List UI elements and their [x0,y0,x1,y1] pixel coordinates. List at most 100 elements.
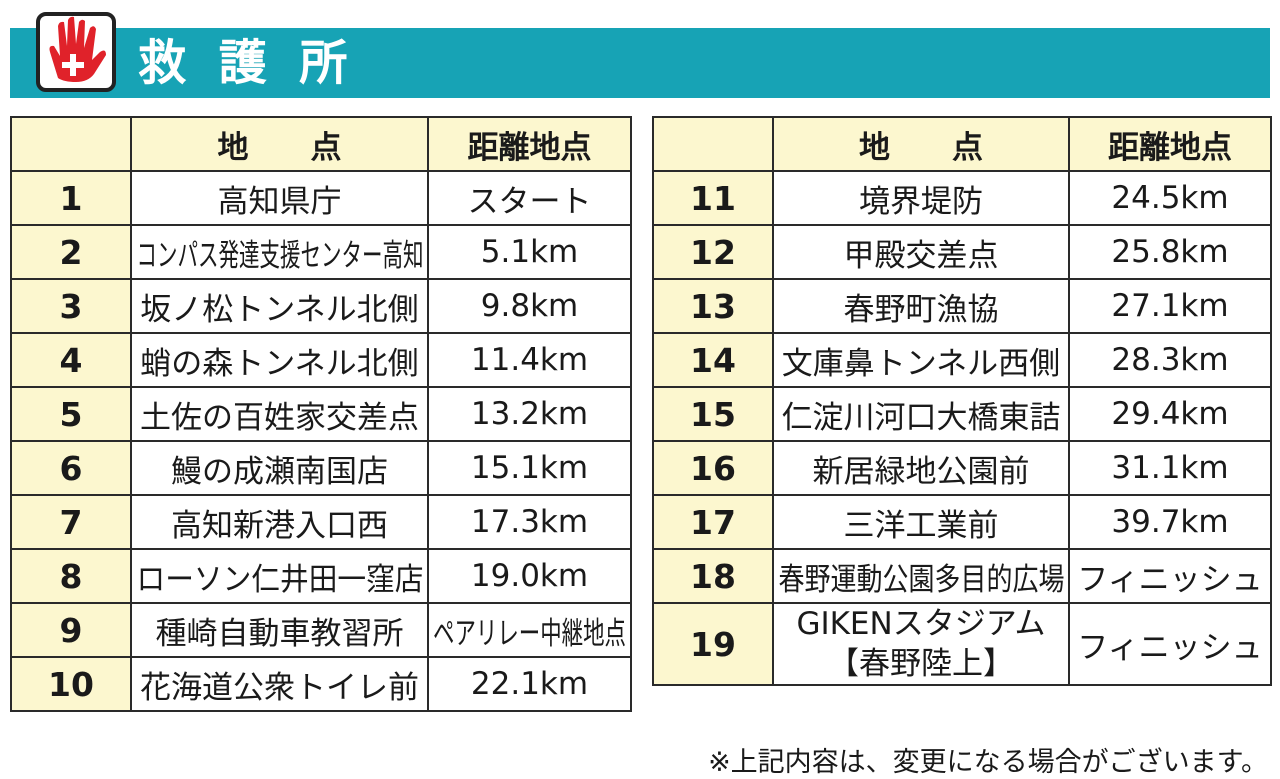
no-cell: 17 [652,494,774,550]
location-name: 新居緑地公園前 [812,453,1030,490]
row-number: 11 [690,178,736,218]
place-cell: 三洋工業前 [772,494,1070,550]
dist-cell: 28.3km [1068,332,1272,388]
row-number: 10 [48,664,94,704]
place-cell: コンパス発達支援センター高知 [130,224,429,280]
place-cell: 種崎自動車教習所 [130,602,429,658]
dist-cell: 29.4km [1068,386,1272,442]
distance: 19.0km [470,558,589,594]
header-row: 地 点 距離地点 [652,116,1272,172]
no-cell: 4 [10,332,132,388]
header-row: 地 点 距離地点 [10,116,632,172]
no-cell: 12 [652,224,774,280]
distance: 24.5km [1111,180,1229,216]
place-cell: 甲殿交差点 [772,224,1070,280]
row-number: 8 [59,556,83,596]
row-number: 19 [690,624,736,664]
column-header: 距離地点 [467,129,592,166]
no-cell: 9 [10,602,132,658]
no-cell: 16 [652,440,774,496]
page-title: 救 護 所 [138,35,356,91]
first-aid-icon [36,12,116,92]
table-row: 8 ローソン仁井田一窪店 19.0km [10,548,632,604]
table-row: 7 高知新港入口西 17.3km [10,494,632,550]
place-cell: 春野町漁協 [772,278,1070,334]
row-number: 12 [690,232,736,272]
place-cell: 高知県庁 [130,170,429,226]
dist-cell: 31.1km [1068,440,1272,496]
dist-cell: 5.1km [427,224,632,280]
distance: 31.1km [1111,450,1229,486]
table-row: 15 仁淀川河口大橋東詰 29.4km [652,386,1272,442]
location-name: ローソン仁井田一窪店 [136,561,423,598]
no-cell: 11 [652,170,774,226]
no-cell: 6 [10,440,132,496]
location-name: 高知新港入口西 [171,507,388,544]
dist-cell: 25.8km [1068,224,1272,280]
place-cell: 鰻の成瀬南国店 [130,440,429,496]
distance: フィニッシュ [1077,629,1263,666]
location-name: コンパス発達支援センター高知 [136,237,423,274]
place-cell: ローソン仁井田一窪店 [130,548,429,604]
table-row: 6 鰻の成瀬南国店 15.1km [10,440,632,496]
distance: 11.4km [470,342,589,378]
distance: 29.4km [1111,396,1229,432]
no-cell: 2 [10,224,132,280]
row-number: 2 [59,232,83,272]
location-name: 仁淀川河口大橋東詰 [781,399,1061,436]
dist-cell: 15.1km [427,440,632,496]
table-row: 1 高知県庁 スタート [10,170,632,226]
table-row: 18 春野運動公園多目的広場 フィニッシュ [652,548,1272,604]
place-cell: 蛸の森トンネル北側 [130,332,429,388]
table-row: 3 坂ノ松トンネル北側 9.8km [10,278,632,334]
location-name: 【春野陸上】 [828,646,1014,682]
distance: 5.1km [480,234,579,270]
location-name: 高知県庁 [217,183,342,220]
place-cell: 土佐の百姓家交差点 [130,386,429,442]
column-header: 地 点 [859,129,983,166]
location-name: 鰻の成瀬南国店 [171,453,388,490]
place-cell: 花海道公衆トイレ前 [130,656,429,712]
table-row: 10 花海道公衆トイレ前 22.1km [10,656,632,712]
table-row: 4 蛸の森トンネル北側 11.4km [10,332,632,388]
aid-station-table: 地 点 距離地点 11 境界堤防 24.5km 12 甲殿交差点 25.8km 13 春野町漁協 2… [652,116,1272,686]
location-name: 春野運動公園多目的広場 [778,561,1064,598]
dist-cell: 11.4km [427,332,632,388]
no-cell: 14 [652,332,774,388]
table-row: 14 文庫鼻トンネル西側 28.3km [652,332,1272,388]
place-cell: 新居緑地公園前 [772,440,1070,496]
dist-cell: 19.0km [427,548,632,604]
place-cell: 仁淀川河口大橋東詰 [772,386,1070,442]
header-cell [10,116,132,172]
header-cell: 距離地点 [1068,116,1272,172]
dist-cell: ペアリレー中継地点 [427,602,632,658]
no-cell: 13 [652,278,774,334]
location-name: 文庫鼻トンネル西側 [781,345,1061,382]
table-row: 16 新居緑地公園前 31.1km [652,440,1272,496]
dist-cell: スタート [427,170,632,226]
distance: 22.1km [470,666,589,702]
dist-cell: 22.1km [427,656,632,712]
location-name: 坂ノ松トンネル北側 [140,291,419,328]
column-header: 地 点 [217,129,342,166]
no-cell: 10 [10,656,132,712]
no-cell: 15 [652,386,774,442]
place-cell: 坂ノ松トンネル北側 [130,278,429,334]
no-cell: 8 [10,548,132,604]
table-row: 12 甲殿交差点 25.8km [652,224,1272,280]
location-name: 蛸の森トンネル北側 [140,345,419,382]
distance: 15.1km [470,450,589,486]
row-number: 17 [690,502,736,542]
dist-cell: 39.7km [1068,494,1272,550]
place-cell: 春野運動公園多目的広場 [772,548,1070,604]
place-cell: 境界堤防 [772,170,1070,226]
header-cell [652,116,774,172]
dist-cell: フィニッシュ [1068,548,1272,604]
row-number: 14 [690,340,736,380]
location-name: 種崎自動車教習所 [155,615,404,652]
row-number: 7 [59,502,83,542]
row-number: 6 [59,448,83,488]
distance: 28.3km [1111,342,1229,378]
